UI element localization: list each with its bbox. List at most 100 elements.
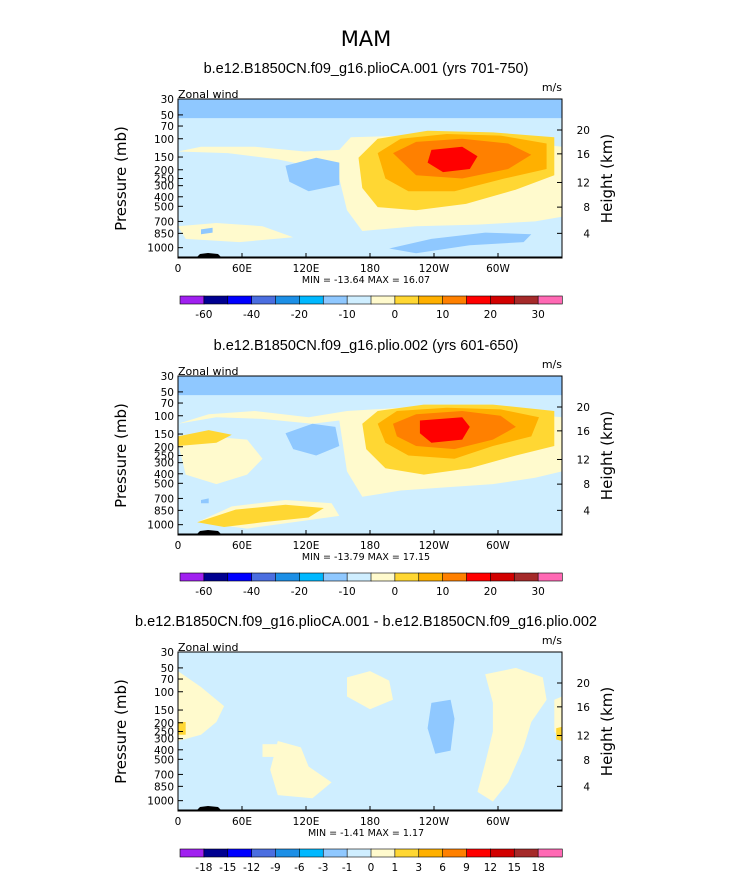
colorbar-label: 0	[392, 586, 399, 598]
field-label: Zonal wind	[178, 641, 239, 654]
y-tick-label: 700	[154, 216, 174, 228]
colorbar-label: -60	[195, 309, 212, 321]
y-tick-label: 700	[154, 493, 174, 505]
colorbar-swatch	[418, 572, 444, 582]
x-tick-label: 60W	[486, 816, 510, 828]
colorbar-swatch	[203, 848, 229, 858]
colorbar: -18 -15 -12 -9 -6 -3 -1 0 1 3 6 9 12 15 18	[179, 848, 563, 874]
field-label: Zonal wind	[178, 88, 239, 101]
colorbar-swatch	[227, 572, 253, 582]
y-tick-label: 200	[154, 718, 174, 730]
colorbar-label: 0	[368, 862, 375, 874]
colorbar-label: 12	[484, 862, 497, 874]
panel-2: b.e12.B1850CN.f09_g16.plio.002 (yrs 601-…	[112, 338, 616, 598]
y-tick-label: 50	[161, 110, 174, 122]
colorbar-swatch	[227, 295, 253, 305]
colorbar-swatch	[537, 848, 563, 858]
contour-region	[419, 417, 470, 443]
contour-region	[427, 699, 455, 754]
colorbar-swatch	[275, 848, 300, 858]
x-tick-label: 180	[360, 540, 380, 552]
colorbar-label: -20	[291, 586, 308, 598]
colorbar-swatch	[394, 848, 420, 858]
colorbar-swatch	[490, 295, 515, 305]
x-tick-label: 0	[175, 263, 182, 275]
colorbar-swatch	[346, 848, 372, 858]
contour-region	[178, 436, 263, 485]
contour-fill	[178, 99, 562, 258]
colorbar-swatch	[299, 572, 324, 582]
y-tick-label: 100	[154, 411, 174, 423]
colorbar-swatch	[370, 848, 396, 858]
x-tick-label: 120W	[419, 263, 450, 275]
colorbar-label: 30	[531, 586, 544, 598]
min-max-stats: MIN = -13.64 MAX = 16.07	[302, 275, 430, 286]
colorbar-swatch	[537, 572, 563, 582]
colorbar-swatch	[322, 848, 348, 858]
y-tick-label: 30	[161, 94, 174, 106]
colorbar-swatch	[418, 848, 444, 858]
x-tick-label: 60E	[232, 263, 252, 275]
colorbar-swatch	[418, 295, 444, 305]
contour-region	[178, 430, 232, 446]
contour-region	[197, 504, 324, 527]
colorbar-swatch	[227, 848, 253, 858]
y-axis-title: Pressure (mb)	[112, 126, 130, 231]
y-tick-label: 30	[161, 647, 174, 659]
colorbar-label: -40	[243, 309, 260, 321]
colorbar-swatch	[299, 848, 324, 858]
colorbar-swatch	[203, 295, 229, 305]
x-tick-label: 120E	[293, 263, 320, 275]
y-tick-label: 150	[154, 152, 174, 164]
y-tick-label: 1000	[147, 243, 174, 255]
x-tick-label: 120E	[293, 540, 320, 552]
colorbar-label: -10	[339, 309, 356, 321]
y-tick-label: 30	[161, 371, 174, 383]
colorbar-label: -3	[318, 862, 328, 874]
figure-title: MAM	[341, 27, 392, 51]
contour-region	[285, 423, 340, 456]
height-tick-label: 20	[577, 678, 590, 690]
colorbar-label: 30	[531, 309, 544, 321]
colorbar: -60 -40 -20 -10 0 10 20 30	[179, 572, 563, 598]
y-tick-label: 500	[154, 478, 174, 490]
units-label: m/s	[542, 634, 562, 647]
contour-region	[178, 99, 562, 119]
height-tick-label: 16	[577, 149, 591, 161]
contour-region	[178, 223, 294, 243]
colorbar-swatch	[513, 295, 539, 305]
height-tick-label: 12	[577, 177, 590, 189]
y-tick-label: 850	[154, 781, 174, 793]
panel-3: b.e12.B1850CN.f09_g16.plioCA.001 - b.e12…	[112, 614, 616, 874]
colorbar-swatch	[346, 295, 372, 305]
y-tick-label: 100	[154, 134, 174, 146]
x-tick-label: 60W	[486, 263, 510, 275]
contour-region	[556, 726, 562, 741]
y-tick-label: 1000	[147, 520, 174, 532]
colorbar-swatch	[537, 295, 563, 305]
y-tick-label: 100	[154, 687, 174, 699]
panel-1: b.e12.B1850CN.f09_g16.plioCA.001 (yrs 70…	[112, 61, 616, 321]
y-axis-right-title: Height (km)	[598, 411, 616, 500]
panel-title: b.e12.B1850CN.f09_g16.plioCA.001 - b.e12…	[135, 614, 597, 630]
colorbar-label: -9	[270, 862, 280, 874]
y-tick-label: 70	[161, 674, 174, 686]
colorbar-label: 9	[463, 862, 470, 874]
contour-fill	[178, 376, 562, 535]
colorbar-swatch	[442, 295, 468, 305]
y-tick-label: 50	[161, 387, 174, 399]
colorbar-label: -15	[219, 862, 236, 874]
colorbar-label: 1	[392, 862, 399, 874]
y-tick-label: 250	[154, 174, 174, 186]
y-tick-label: 500	[154, 201, 174, 213]
height-tick-label: 4	[583, 781, 590, 793]
x-tick-label: 60E	[232, 816, 252, 828]
colorbar-swatch	[275, 295, 300, 305]
colorbar-label: -60	[195, 586, 212, 598]
height-tick-label: 20	[577, 402, 590, 414]
colorbar-swatch	[179, 572, 205, 582]
y-tick-label: 200	[154, 442, 174, 454]
colorbar-label: 6	[439, 862, 446, 874]
height-tick-label: 12	[577, 454, 590, 466]
